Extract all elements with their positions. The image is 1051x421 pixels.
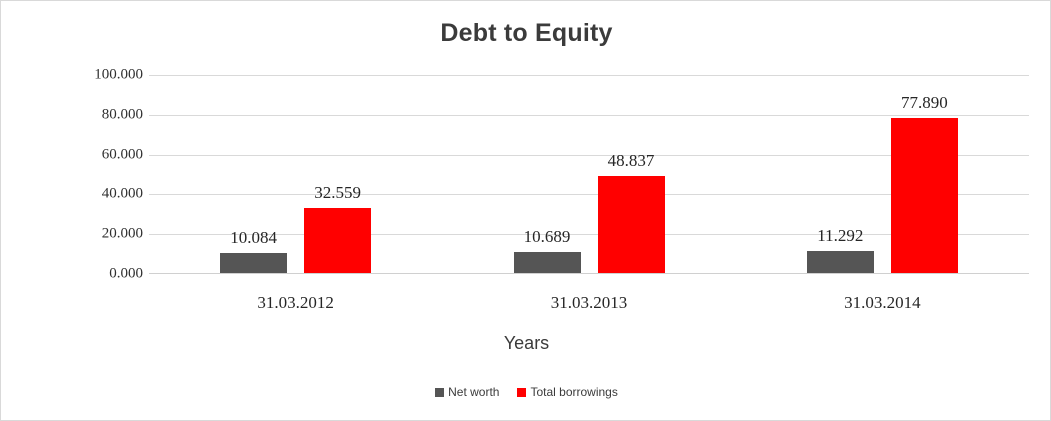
bar-31-03-2012-net-worth[interactable] xyxy=(220,252,288,273)
y-axis-tick-label: 100.000 xyxy=(94,66,143,83)
y-axis-tick-label: 60.000 xyxy=(101,146,143,163)
bar-31-03-2013-total-borrowings[interactable] xyxy=(597,175,665,273)
gridline xyxy=(149,234,1029,236)
x-axis-category-label: 31.03.2013 xyxy=(550,293,628,312)
y-axis-tick-label: 80.000 xyxy=(101,106,143,123)
bar-31-03-2012-total-borrowings[interactable] xyxy=(304,208,372,273)
bar-value-label: 32.559 xyxy=(314,183,362,203)
x-axis-title: Years xyxy=(503,333,550,353)
x-axis-category-label: 31.03.2012 xyxy=(257,293,334,312)
axis-baseline xyxy=(149,273,1029,274)
gridline xyxy=(149,114,1029,116)
bar-value-label: 10.689 xyxy=(523,226,571,246)
y-axis-tick-label: 40.000 xyxy=(101,185,143,202)
gridline xyxy=(149,194,1029,196)
gridline xyxy=(149,154,1029,156)
bar-value-label: 77.890 xyxy=(900,92,948,112)
gridline xyxy=(149,75,1029,76)
legend-item-net-worth[interactable]: Net worth xyxy=(435,385,499,399)
plot-area xyxy=(149,75,1029,274)
chart-legend: Net worth Total borrowings xyxy=(1,385,1050,399)
y-axis-tick-label: 0.000 xyxy=(109,265,143,282)
bar-value-label: 11.292 xyxy=(817,225,864,245)
y-axis-tick-label: 20.000 xyxy=(101,225,143,242)
bar-31-03-2014-total-borrowings[interactable] xyxy=(890,118,958,273)
bar-31-03-2013-net-worth[interactable] xyxy=(513,251,581,273)
bar-31-03-2014-net-worth[interactable] xyxy=(806,250,874,273)
bar-value-label: 48.837 xyxy=(607,150,655,170)
legend-item-total-borrowings[interactable]: Total borrowings xyxy=(517,385,618,399)
legend-label: Total borrowings xyxy=(530,385,618,399)
y-axis-tick-labels: 100.000 80.000 60.000 40.000 20.000 0.000 xyxy=(51,67,143,282)
legend-swatch-icon xyxy=(517,387,527,397)
legend-swatch-icon xyxy=(435,387,445,397)
chart-title: Debt to Equity xyxy=(440,19,613,47)
x-axis-category-label: 31.03.2014 xyxy=(844,293,921,312)
legend-label: Net worth xyxy=(448,385,500,399)
bar-value-label: 10.084 xyxy=(230,227,278,247)
